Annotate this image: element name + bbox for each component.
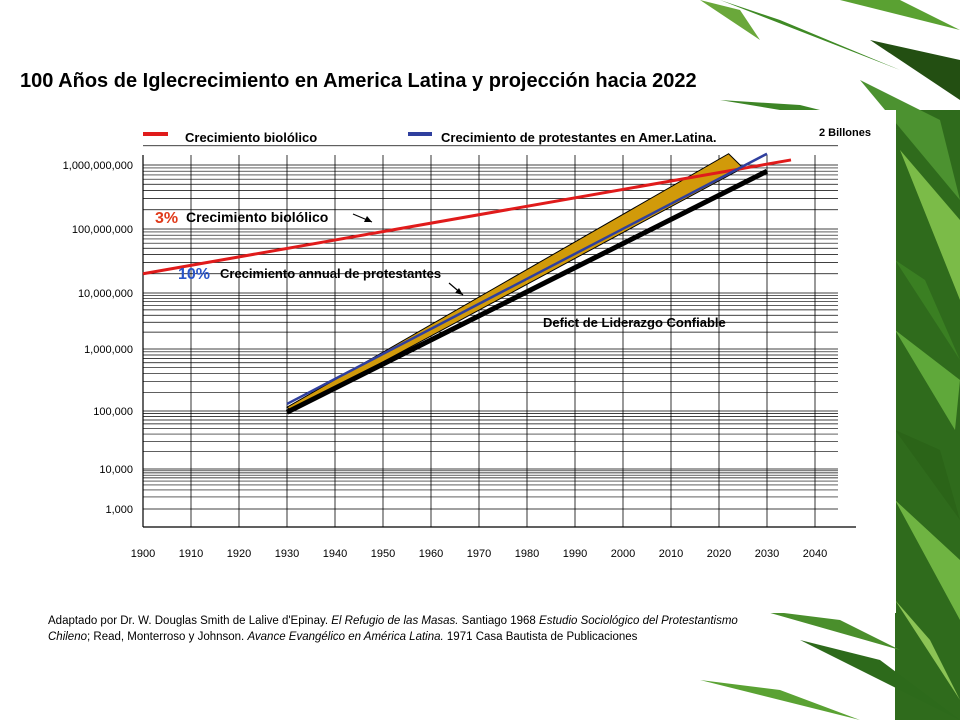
x-tick-label: 1970 <box>467 548 491 560</box>
source-italic2: Estudio Sociológico del Protestantismo C… <box>48 615 738 643</box>
top-right-label: 2 Billones <box>819 127 871 139</box>
annotation-prot-rate: 10% <box>178 266 210 283</box>
y-axis: 1,000 10,000 100,000 1,000,000 10,000,000 100… <box>63 160 133 516</box>
source-italic1: El Refugio de las Masas. <box>331 615 459 627</box>
x-tick-label: 2000 <box>611 548 635 560</box>
x-tick-label: 1980 <box>515 548 539 560</box>
deficit-band <box>286 153 744 412</box>
annotation-prot-text: Crecimiento annual de protestantes <box>220 266 441 281</box>
source-part2: Santiago 1968 <box>458 615 540 627</box>
legend-biological-label: Crecimiento biolólico <box>185 130 317 145</box>
x-tick-label: 2030 <box>755 548 779 560</box>
annotation-bio-rate: 3% <box>155 210 178 227</box>
y-tick-label: 1,000,000 <box>84 344 133 356</box>
chart-panel <box>40 110 896 613</box>
annotation-prot-arrowhead <box>455 288 463 295</box>
source-part3: ; Read, Monterroso y Johnson. <box>87 631 248 643</box>
series-biological <box>142 158 792 276</box>
y-tick-label: 1,000 <box>105 504 133 516</box>
x-tick-label: 2010 <box>659 548 683 560</box>
annotation-bio-text: Crecimiento biolólico <box>186 209 328 225</box>
x-tick-label: 1990 <box>563 548 587 560</box>
x-tick-label: 2040 <box>803 548 827 560</box>
x-tick-label: 1910 <box>179 548 203 560</box>
legend-protestant-label: Crecimiento de protestantes en Amer.Lati… <box>441 130 716 145</box>
y-tick-label: 100,000,000 <box>72 224 133 236</box>
series-protestant <box>286 152 768 406</box>
source-citation: Adaptado por Dr. W. Douglas Smith de Lal… <box>48 613 768 645</box>
y-tick-label: 1,000,000,000 <box>63 160 133 172</box>
series-baseline <box>285 168 769 415</box>
source-part1: Adaptado por Dr. W. Douglas Smith de Lal… <box>48 615 332 627</box>
x-tick-label: 1960 <box>419 548 443 560</box>
annotation-bio-arrowhead <box>364 216 372 222</box>
x-tick-label: 1950 <box>371 548 395 560</box>
source-italic3: Avance Evangélico en América Latina. <box>247 631 444 643</box>
grid <box>142 145 856 528</box>
x-tick-label: 2020 <box>707 548 731 560</box>
y-tick-label: 100,000 <box>93 406 133 418</box>
x-tick-label: 1940 <box>323 548 347 560</box>
x-axis: 1900 1910 1920 1930 1940 1950 1960 1970 1980 1990… <box>131 548 827 560</box>
series <box>142 152 792 415</box>
y-tick-label: 10,000,000 <box>78 288 133 300</box>
annotation-deficit: Defict de Liderazgo Confiable <box>543 315 726 330</box>
y-tick-label: 10,000 <box>99 464 133 476</box>
chart-title: 100 Años de Iglecrecimiento en America L… <box>20 70 697 92</box>
source-part4: 1971 Casa Bautista de Publicaciones <box>443 631 638 643</box>
x-tick-label: 1930 <box>275 548 299 560</box>
x-tick-label: 1920 <box>227 548 251 560</box>
x-tick-label: 1900 <box>131 548 155 560</box>
